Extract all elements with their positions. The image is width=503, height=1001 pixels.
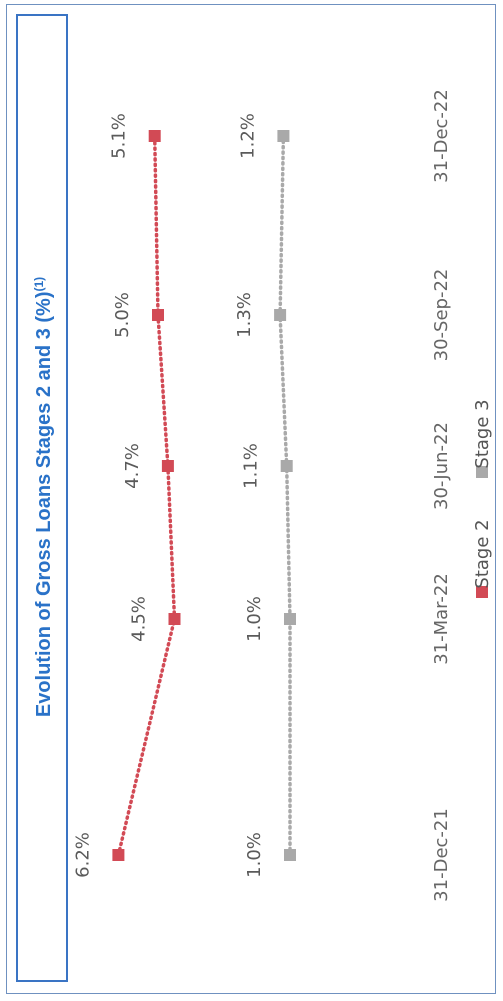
data-label-1-1: 6.2% [72, 832, 93, 878]
data-point-2-2 [284, 613, 296, 625]
data-point-1-2 [168, 613, 181, 625]
data-point-1-3 [161, 460, 174, 472]
data-point-2-1 [284, 849, 296, 861]
chart-title: Evolution of Gross Loans Stages 2 and 3 … [32, 277, 55, 717]
data-label-2-4: 1.3% [234, 292, 255, 338]
x-tick-label-2: 31-Mar-22 [431, 573, 452, 665]
data-point-1-4 [152, 309, 164, 321]
data-point-2-5 [277, 130, 290, 142]
data-point-1-1 [112, 849, 125, 861]
legend-swatch-1 [476, 586, 488, 598]
chart-frame [6, 4, 496, 994]
legend-label-2: Stage 3 [472, 399, 493, 468]
legend-swatch-2 [476, 466, 488, 478]
data-point-2-4 [274, 309, 287, 321]
data-label-1-5: 5.1% [109, 113, 130, 159]
x-tick-label-5: 31-Dec-22 [431, 89, 452, 183]
x-tick-label-4: 30-Sep-22 [431, 269, 452, 362]
data-label-2-1: 1.0% [244, 832, 265, 878]
plot-area: 6.2% 4.5% 4.7% 5.0% 5.1% 1.0% 1.0% 1.1% 1.3% 1.2%… [72, 89, 452, 902]
series-line-1 [116, 134, 177, 857]
data-label-1-3: 4.7% [122, 443, 143, 489]
data-label-2-3: 1.1% [241, 443, 262, 489]
data-label-2-5: 1.2% [237, 113, 258, 159]
legend: Stage 2 Stage 3 [472, 399, 493, 598]
series-line-2 [278, 134, 292, 857]
data-point-1-5 [148, 130, 161, 142]
data-label-1-2: 4.5% [129, 596, 150, 642]
data-label-2-2: 1.0% [244, 596, 265, 642]
title-box [16, 14, 68, 982]
x-tick-label-1: 31-Dec-21 [431, 808, 452, 902]
x-tick-label-3: 30-Jun-22 [431, 422, 452, 510]
data-label-1-4: 5.0% [112, 292, 133, 338]
legend-label-1: Stage 2 [472, 519, 493, 588]
data-point-2-3 [280, 460, 293, 472]
